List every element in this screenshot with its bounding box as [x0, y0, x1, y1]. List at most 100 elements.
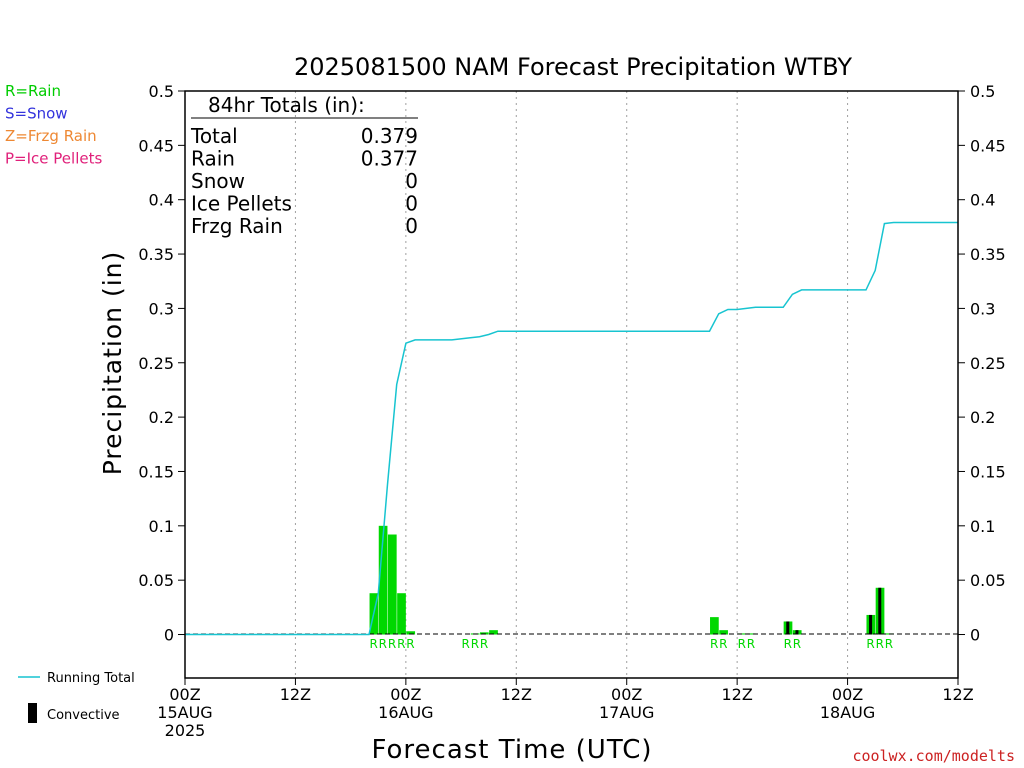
precip-type-letter: R — [480, 637, 488, 651]
y-tick-label-right: 0.1 — [970, 517, 995, 536]
x-tick-label: 15AUG — [157, 703, 212, 722]
totals-row-label: Ice Pellets — [191, 192, 292, 216]
x-tick-label: 12Z — [721, 685, 752, 704]
x-tick-label: 18AUG — [820, 703, 875, 722]
y-tick-label: 0.35 — [138, 245, 174, 264]
y-tick-label: 0.4 — [149, 191, 174, 210]
precip-type-letter: R — [397, 637, 405, 651]
type-legend-item: R=Rain — [5, 82, 61, 100]
y-tick-label-right: 0.5 — [970, 82, 995, 101]
y-tick-label-right: 0.25 — [970, 354, 1006, 373]
precip-bars — [369, 525, 894, 635]
y-tick-label: 0 — [164, 626, 174, 645]
y-axis-label: Precipitation (in) — [98, 251, 127, 476]
totals-row-value: 0 — [405, 169, 418, 193]
running-total-line — [185, 221, 958, 636]
x-tick-label: 12Z — [942, 685, 973, 704]
y-tick-label-right: 0.4 — [970, 191, 995, 210]
precip-type-letter: R — [738, 637, 746, 651]
precip-type-letter: R — [876, 637, 884, 651]
precip-type-letter: R — [784, 637, 792, 651]
precip-bar — [746, 633, 756, 635]
precip-bar — [489, 630, 498, 635]
grid-lines — [294, 91, 849, 678]
y-tick-label: 0.1 — [149, 517, 174, 536]
x-tick-label: 17AUG — [599, 703, 654, 722]
y-tick-label: 0.2 — [149, 408, 174, 427]
x-tick-label: 00Z — [390, 685, 421, 704]
type-legend-item: P=Ice Pellets — [5, 150, 102, 168]
precip-type-letter: R — [747, 637, 755, 651]
totals-row-value: 0.377 — [361, 147, 418, 171]
y-tick-label-right: 0.35 — [970, 245, 1006, 264]
precip-type-letter: R — [462, 637, 470, 651]
convective-bar — [869, 614, 873, 635]
running-total-legend-label: Running Total — [47, 671, 135, 686]
y-tick-label: 0.3 — [149, 299, 174, 318]
y-tick-label: 0.15 — [138, 462, 174, 481]
convective-bars — [786, 587, 882, 635]
precip-type-letter: R — [369, 637, 377, 651]
totals-box: 84hr Totals (in): Total 0.379 Rain 0.377 Sno… — [190, 93, 418, 238]
precip-type-letter: R — [710, 637, 718, 651]
precip-bar — [406, 631, 416, 635]
type-legend-item: Z=Frzg Rain — [5, 127, 97, 145]
totals-header: 84hr Totals (in): — [208, 93, 365, 117]
totals-row-value: 0.379 — [361, 124, 418, 148]
precip-type-letter: R — [406, 637, 414, 651]
totals-row-label: Rain — [191, 147, 235, 171]
x-tick-label: 00Z — [169, 685, 200, 704]
y-tick-label: 0.45 — [138, 136, 174, 155]
precip-bar — [387, 534, 397, 635]
totals-row-label: Total — [190, 124, 238, 148]
y-tick-label-right: 0.2 — [970, 408, 995, 427]
x-tick-label: 2025 — [165, 721, 206, 740]
convective-bar — [786, 621, 790, 635]
precip-bar — [719, 630, 728, 635]
precip-type-letter: R — [379, 637, 387, 651]
x-tick-label: 00Z — [611, 685, 642, 704]
precip-bar — [378, 525, 388, 635]
totals-row-label: Frzg Rain — [191, 214, 283, 238]
x-tick-label: 16AUG — [378, 703, 433, 722]
y-tick-label-right: 0.3 — [970, 299, 995, 318]
precip-type-letter: R — [885, 637, 893, 651]
y-tick-label-right: 0.15 — [970, 462, 1006, 481]
credit-text: coolwx.com/modelts — [852, 747, 1015, 765]
series-legend: Running Total Convective — [18, 671, 135, 723]
convective-legend-label: Convective — [47, 708, 120, 723]
precip-bar — [397, 593, 406, 635]
convective-bar — [795, 630, 799, 635]
precip-type-letter: R — [471, 637, 479, 651]
x-tick-label: 12Z — [280, 685, 311, 704]
precip-bar — [710, 617, 719, 635]
chart-title: 2025081500 NAM Forecast Precipitation WT… — [294, 53, 852, 81]
y-axis-ticks: 0 00.05 0.050.1 0.10.15 0.150.2 0.20.25 0.250.… — [138, 82, 1005, 645]
precip-type-letter: R — [866, 637, 874, 651]
y-tick-label-right: 0 — [970, 626, 980, 645]
totals-row-value: 0 — [405, 192, 418, 216]
totals-row-value: 0 — [405, 214, 418, 238]
totals-row-label: Snow — [191, 169, 245, 193]
precip-bar — [479, 632, 489, 635]
precip-type-letter: R — [793, 637, 801, 651]
precip-type-letter: R — [719, 637, 727, 651]
precip-type-letter: R — [388, 637, 396, 651]
x-axis-label: Forecast Time (UTC) — [371, 735, 652, 765]
totals-rows: Total 0.379 Rain 0.377 Snow 0 Ice Pellets 0 Frzg… — [190, 124, 418, 238]
x-tick-label: 12Z — [501, 685, 532, 704]
y-tick-label-right: 0.45 — [970, 136, 1006, 155]
y-tick-label: 0.5 — [149, 82, 174, 101]
convective-legend-swatch — [28, 703, 37, 723]
y-tick-label-right: 0.05 — [970, 571, 1006, 590]
plot-frame — [184, 90, 959, 679]
type-legend-item: S=Snow — [5, 105, 68, 123]
y-tick-label: 0.05 — [138, 571, 174, 590]
convective-bar — [878, 587, 882, 635]
precip-type-legend: R=Rain S=Snow Z=Frzg Rain P=Ice Pellets — [5, 82, 102, 168]
y-tick-label: 0.25 — [138, 354, 174, 373]
x-tick-label: 00Z — [832, 685, 863, 704]
